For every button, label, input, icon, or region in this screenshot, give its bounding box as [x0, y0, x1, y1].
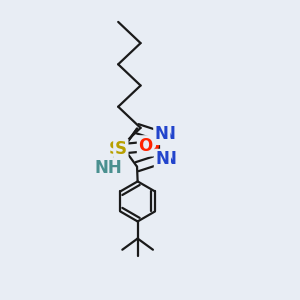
Text: N: N: [162, 150, 176, 168]
Text: N: N: [162, 125, 176, 143]
Text: O: O: [146, 137, 160, 155]
Text: N: N: [155, 125, 169, 143]
Text: NH: NH: [94, 159, 122, 177]
Text: S: S: [115, 140, 127, 158]
Text: S: S: [109, 140, 121, 158]
Text: O: O: [139, 137, 153, 155]
Text: N: N: [109, 159, 122, 177]
Text: N: N: [155, 150, 169, 168]
Text: H: H: [97, 161, 107, 175]
